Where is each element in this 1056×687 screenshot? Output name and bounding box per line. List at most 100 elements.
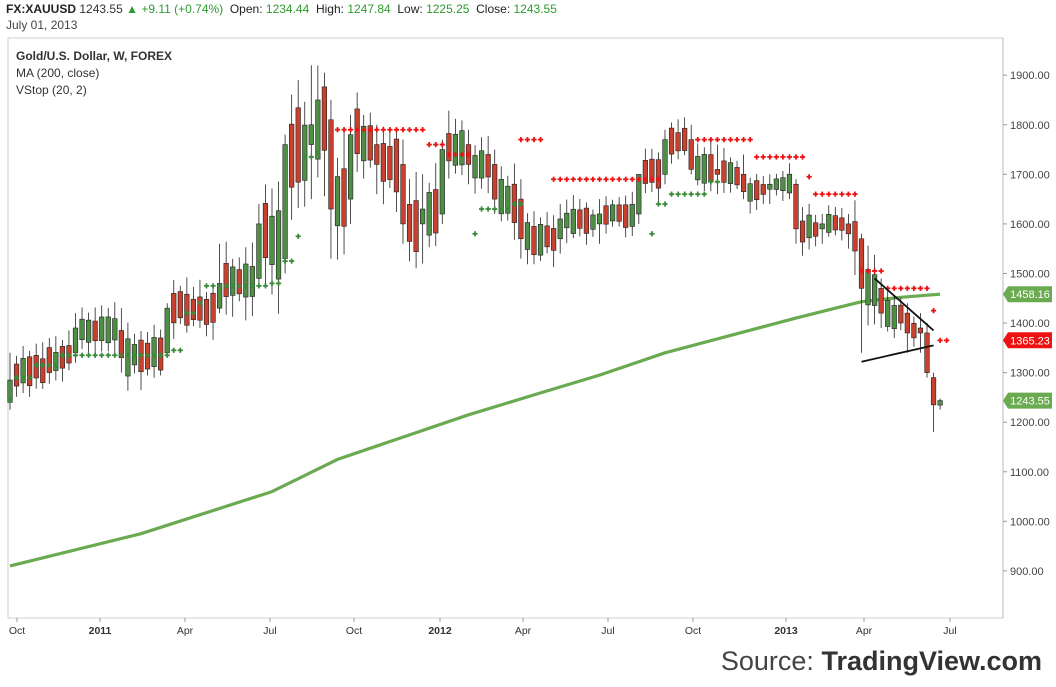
price-label-tag xyxy=(1003,332,1052,349)
y-tick-label: 1700.00 xyxy=(1010,169,1050,181)
candle-body xyxy=(171,293,177,324)
candle-body xyxy=(930,377,937,406)
candle-body xyxy=(616,204,622,222)
candle-body xyxy=(243,263,249,298)
candle-body xyxy=(413,200,419,252)
candle-body xyxy=(721,160,727,183)
candle-body xyxy=(636,174,642,215)
symbol-label: FX:XAUUSD xyxy=(6,2,77,16)
price-label-tag xyxy=(1003,286,1052,303)
x-tick-label: Oct xyxy=(9,625,25,637)
candle-body xyxy=(40,358,46,383)
candle-body xyxy=(249,266,255,297)
candle-body xyxy=(210,292,216,323)
x-tick-label: 2012 xyxy=(428,625,452,637)
candle-body xyxy=(898,304,904,324)
x-tick-label: Apr xyxy=(177,625,194,637)
candle-body xyxy=(92,320,98,342)
candle-body xyxy=(420,208,426,225)
candle-body xyxy=(223,262,229,297)
candle-body xyxy=(341,168,347,227)
candle-body xyxy=(544,225,550,248)
y-tick-label: 1600.00 xyxy=(1010,219,1050,231)
candle-body xyxy=(609,204,616,222)
plot-frame xyxy=(7,37,1004,619)
x-tick-label: Jul xyxy=(601,625,614,637)
candle-body xyxy=(164,307,170,354)
candle-body xyxy=(236,269,242,295)
legend-vstop[interactable]: VStop (20, 2) xyxy=(16,83,87,97)
bar-date: July 01, 2013 xyxy=(6,18,78,32)
candle-body xyxy=(793,183,799,230)
candle-body xyxy=(832,215,838,231)
candle-body xyxy=(439,149,445,215)
candle-body xyxy=(289,123,295,188)
candle-body xyxy=(937,400,943,406)
candle-body xyxy=(452,133,459,166)
candle-body xyxy=(629,203,635,227)
y-tick-label: 1900.00 xyxy=(1010,70,1050,82)
trendline-layer xyxy=(861,277,935,363)
candle-body xyxy=(642,160,648,184)
candle-body xyxy=(623,204,629,228)
legend-ma[interactable]: MA (200, close) xyxy=(16,66,100,80)
candle-body xyxy=(590,214,596,230)
candle-body xyxy=(190,298,197,320)
candle-body xyxy=(852,221,858,252)
close-label: Close: xyxy=(476,2,511,16)
candle-body xyxy=(917,327,924,334)
high-label: High: xyxy=(315,2,344,16)
candle-body xyxy=(557,218,563,240)
candle-body xyxy=(472,155,478,179)
source-prefix: Source: xyxy=(720,646,814,676)
candle-body xyxy=(282,144,288,259)
candle-body xyxy=(393,138,400,193)
candle-body xyxy=(20,358,26,384)
candle-body xyxy=(891,305,897,329)
candle-body xyxy=(256,223,262,279)
source-credit: Source: TradingView.com xyxy=(721,646,1042,677)
candle-body xyxy=(518,198,524,240)
y-tick-label: 1500.00 xyxy=(1010,268,1050,280)
x-tick-label: Apr xyxy=(515,625,532,637)
candle-body xyxy=(570,208,576,234)
x-tick-label: Oct xyxy=(685,625,701,637)
candle-body xyxy=(878,288,884,314)
candle-body xyxy=(799,220,806,243)
symbol-header: FX:XAUUSD 1243.55 ▲ +9.11 (+0.74%) Open:… xyxy=(6,2,557,16)
candle-body xyxy=(819,223,825,230)
candle-body xyxy=(302,124,308,181)
candle-body xyxy=(387,146,393,180)
candle-body xyxy=(53,352,59,371)
candle-body xyxy=(177,291,183,319)
candle-body xyxy=(924,332,930,373)
candle-body xyxy=(845,223,851,235)
candle-body xyxy=(649,158,655,183)
candle-body xyxy=(459,130,465,166)
candle-body xyxy=(269,215,275,265)
candle-body xyxy=(406,204,413,242)
trendline xyxy=(874,277,935,332)
up-arrow-icon: ▲ xyxy=(126,2,138,16)
candle-body xyxy=(505,185,511,214)
candle-body xyxy=(885,300,891,327)
candle-body xyxy=(714,169,720,175)
y-tick-label: 1800.00 xyxy=(1010,120,1050,132)
ma-200-line xyxy=(9,292,941,568)
candle-body xyxy=(662,139,668,175)
candle-body xyxy=(380,143,386,182)
candle-body xyxy=(524,222,531,250)
candle-body xyxy=(668,127,675,155)
candle-body xyxy=(275,210,282,280)
candle-body xyxy=(813,222,819,237)
candle-body xyxy=(485,154,491,178)
candle-body xyxy=(537,224,544,256)
candle-body xyxy=(826,214,832,233)
candle-body xyxy=(400,164,406,225)
candle-body xyxy=(492,164,498,200)
price-axis: 900.00 1000.00 1100.00 1200.00 1300.00 1400.0… xyxy=(1003,70,1050,578)
candle-body xyxy=(426,192,432,236)
trendline xyxy=(861,344,934,363)
candle-body xyxy=(780,177,786,192)
